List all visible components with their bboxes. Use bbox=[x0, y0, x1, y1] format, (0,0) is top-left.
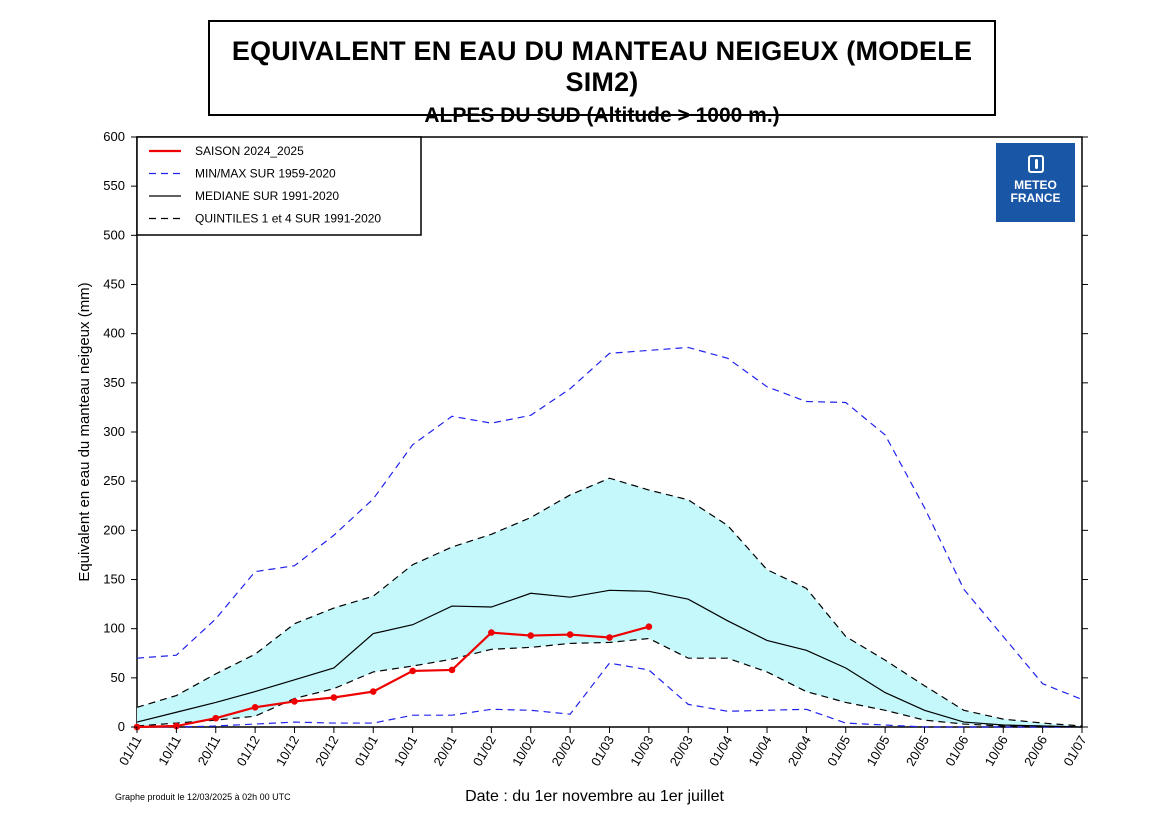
x-tick-label: 01/04 bbox=[706, 733, 735, 769]
y-tick-label: 550 bbox=[103, 178, 125, 193]
x-tick-label: 01/11 bbox=[116, 733, 145, 768]
x-tick-label: 01/01 bbox=[352, 733, 381, 769]
x-tick-label: 20/03 bbox=[667, 733, 696, 769]
season-point bbox=[330, 694, 338, 701]
title-box: EQUIVALENT EN EAU DU MANTEAU NEIGEUX (MO… bbox=[208, 20, 996, 127]
legend-label: QUINTILES 1 et 4 SUR 1991-2020 bbox=[195, 212, 381, 226]
x-tick-label: 01/12 bbox=[233, 733, 262, 769]
legend-label: MEDIANE SUR 1991-2020 bbox=[195, 189, 339, 203]
season-point bbox=[488, 629, 495, 636]
x-tick-label: 20/01 bbox=[430, 733, 459, 769]
x-tick-label: 10/02 bbox=[509, 733, 538, 769]
x-tick-label: 10/11 bbox=[155, 733, 184, 768]
x-tick-label: 10/05 bbox=[863, 733, 892, 769]
x-tick-label: 20/05 bbox=[903, 733, 932, 769]
x-tick-label: 01/05 bbox=[824, 733, 853, 769]
x-tick-label: 01/06 bbox=[942, 733, 971, 769]
x-tick-label: 20/06 bbox=[1021, 733, 1050, 769]
x-tick-label: 01/03 bbox=[588, 733, 617, 769]
x-tick-label: 01/02 bbox=[470, 733, 499, 769]
legend: SAISON 2024_2025 MIN/MAX SUR 1959-2020 MED… bbox=[136, 136, 422, 236]
season-series-line bbox=[136, 625, 650, 729]
x-tick-label: 10/01 bbox=[391, 733, 420, 769]
quintile-band bbox=[137, 478, 1082, 727]
y-tick-label: 400 bbox=[103, 326, 125, 341]
season-point bbox=[251, 704, 259, 711]
legend-box bbox=[136, 136, 422, 236]
x-tick-label: 20/02 bbox=[548, 733, 577, 769]
meteo-france-logo: METEO FRANCE bbox=[996, 143, 1075, 222]
y-tick-label: 200 bbox=[103, 522, 125, 537]
season-point bbox=[291, 698, 298, 705]
median-series-line bbox=[136, 589, 1083, 728]
legend-label: SAISON 2024_2025 bbox=[195, 144, 304, 158]
y-tick-label: 0 bbox=[118, 719, 125, 734]
season-point bbox=[409, 667, 416, 675]
meteo-france-emblem-icon bbox=[1027, 155, 1044, 173]
y-tick-label: 600 bbox=[103, 129, 125, 144]
y-tick-label: 300 bbox=[103, 424, 125, 439]
season-point bbox=[566, 631, 574, 638]
x-tick-label: 01/07 bbox=[1060, 733, 1089, 769]
x-tick-label: 20/04 bbox=[785, 733, 814, 769]
y-tick-label: 350 bbox=[103, 375, 125, 390]
season-point bbox=[212, 714, 220, 722]
x-axis-title: Date : du 1er novembre au 1er juillet bbox=[465, 788, 724, 805]
x-tick-label: 10/03 bbox=[627, 733, 656, 769]
y-tick-label: 150 bbox=[103, 572, 125, 587]
y-tick-label: 100 bbox=[103, 621, 125, 636]
season-point bbox=[606, 634, 613, 641]
season-point bbox=[645, 623, 653, 630]
chart-title: EQUIVALENT EN EAU DU MANTEAU NEIGEUX (MO… bbox=[231, 36, 973, 97]
logo-text-line1: METEO bbox=[1014, 178, 1057, 192]
max-series-line bbox=[136, 346, 1083, 701]
footer-note: Graphe produit le 12/03/2025 à 02h 00 UT… bbox=[115, 792, 291, 802]
y-tick-label: 250 bbox=[103, 473, 125, 488]
y-tick-label: 50 bbox=[111, 670, 125, 685]
y-axis-title: Equivalent en eau du manteau neigeux (mm… bbox=[76, 282, 93, 581]
logo-text-line2: FRANCE bbox=[1010, 191, 1061, 205]
x-tick-label: 10/12 bbox=[273, 733, 302, 769]
chart-subtitle: ALPES DU SUD (Altitude > 1000 m.) bbox=[424, 104, 780, 127]
x-tick-label: 10/04 bbox=[745, 733, 774, 769]
legend-label: MIN/MAX SUR 1959-2020 bbox=[195, 167, 336, 181]
y-tick-label: 450 bbox=[103, 277, 125, 292]
season-point bbox=[527, 632, 535, 639]
y-tick-label: 500 bbox=[103, 227, 125, 242]
x-tick-label: 20/12 bbox=[312, 733, 341, 769]
x-tick-label: 20/11 bbox=[195, 733, 224, 768]
season-point bbox=[369, 688, 377, 695]
quintile4-series-line bbox=[136, 477, 1083, 727]
x-tick-label: 10/06 bbox=[982, 733, 1011, 769]
season-point bbox=[448, 666, 456, 674]
season-point bbox=[173, 722, 180, 730]
